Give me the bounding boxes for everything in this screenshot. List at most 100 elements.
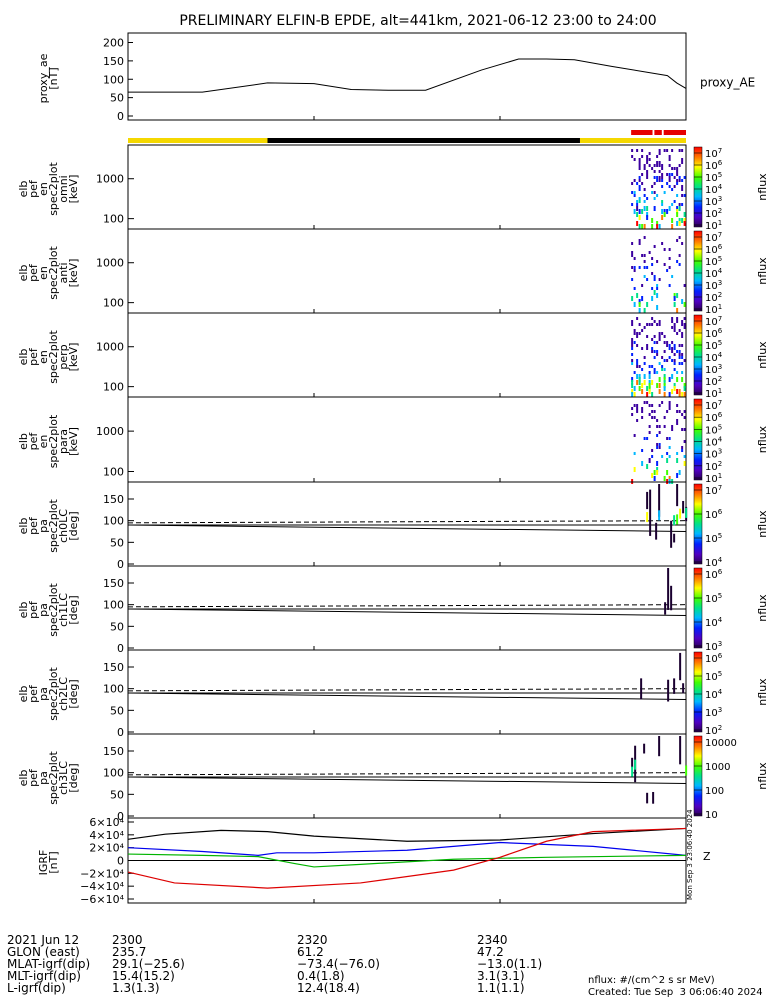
spectrogram-pixel: [681, 392, 684, 397]
colorbar-tick-label-2-exp: 4: [718, 616, 723, 624]
spectrogram-pixel: [651, 296, 654, 301]
colorbar-tick-label-2-exp: 4: [718, 688, 723, 696]
spectrogram-streak: [643, 743, 646, 754]
colorbar-tick-label-1: 106: [705, 159, 723, 172]
spectrogram-pixel: [656, 179, 659, 182]
spectrogram-pixel: [678, 236, 681, 239]
spectrogram-pixel: [634, 759, 637, 770]
spectrogram-pixel: [656, 353, 659, 356]
colorbar-label: nflux: [756, 510, 769, 538]
spectrogram-pixel: [653, 350, 656, 353]
colorbar-tick-label-3-exp: 4: [718, 436, 723, 444]
pitch-ytick-label-0: 0: [117, 810, 124, 823]
spectrogram-pixel: [658, 320, 661, 323]
spectrogram-pixel: [648, 458, 651, 463]
spectrogram-pixel: [658, 323, 661, 326]
spectrogram-pixel: [679, 508, 682, 519]
spectrogram-pixel: [641, 182, 644, 185]
ephemeris-row-name: GLON (east): [7, 945, 80, 959]
spectrogram-pixel: [668, 401, 671, 404]
panel-ylabel-line-1: pef: [27, 263, 40, 282]
spectrogram-pixel: [676, 317, 679, 320]
spectrogram-pixel: [631, 353, 634, 356]
spectrogram-pixel: [663, 212, 666, 217]
spectrogram-pixel: [668, 155, 671, 158]
spectrogram-pixel: [651, 287, 654, 290]
spectrogram-pixel: [666, 410, 669, 413]
spectrogram-pixel: [643, 224, 646, 229]
spectrogram-pixel: [678, 203, 681, 206]
spectrogram-pixel: [671, 275, 674, 278]
spectrogram-pixel: [653, 341, 656, 344]
colorbar-tick-label-2: 105: [705, 532, 722, 545]
spectrogram-pixel: [658, 404, 661, 407]
spectrogram-pixel: [646, 206, 649, 211]
spectrogram-pixel: [651, 224, 654, 229]
panel-ylabel-line-5: [deg]: [67, 511, 80, 540]
energy-ytick-label-0: 100: [103, 213, 124, 226]
spectrogram-pixel: [676, 308, 679, 313]
spectrogram-streak: [658, 484, 661, 517]
panel-ylabel-line-0: elb: [17, 686, 30, 703]
spectrogram-pixel: [638, 167, 641, 170]
colorbar-tick-label-2-exp: 5: [718, 171, 722, 179]
panel-frame: [127, 32, 687, 121]
colorbar-gradient: [693, 314, 703, 396]
colorbar-tick-label-1-exp: 6: [718, 508, 723, 516]
colorbar-tick-label-1-base: 10: [705, 413, 718, 424]
spectrogram-pixel: [646, 344, 649, 347]
igrf-bz-line: [127, 827, 687, 889]
panel-ylabel-line-4: omni: [57, 175, 70, 202]
colorbar-tick-label-2-exp: 5: [718, 255, 722, 263]
spectrogram-pixel: [668, 356, 671, 359]
pitch-ytick-label-0: 0: [117, 726, 124, 739]
colorbar-tick-label-0-base: 10: [705, 654, 718, 665]
spectrogram-pixel: [638, 224, 641, 229]
colorbar-tick-label-4-exp: 3: [718, 195, 722, 203]
spectrogram-pixel: [633, 266, 636, 269]
colorbar-gradient: [693, 230, 703, 312]
spectrogram-pixel: [683, 218, 686, 223]
colorbar-tick-label-2: 105: [705, 255, 722, 268]
spectrogram-pixel: [681, 218, 684, 223]
spectrogram-pixel: [658, 425, 661, 428]
spectrogram-streak: [667, 679, 670, 702]
panel-ylabel-line-3: spec2plot: [47, 751, 60, 805]
spectrogram-pixel: [683, 323, 686, 326]
spectrogram-pixel: [683, 326, 686, 329]
ephemeris-value: 1.1(1.1): [477, 981, 525, 995]
spectrogram-pixel: [648, 404, 651, 407]
panel-ylabel-line-4: ch3LC: [57, 761, 70, 795]
spectrogram-pixel: [661, 167, 664, 170]
colorbar-tick-label-0-base: 10: [705, 317, 718, 328]
colorbar-tick-label-0-exp: 7: [718, 484, 722, 492]
spectrogram-pixel: [683, 455, 686, 458]
spectrogram-pixel: [683, 410, 686, 413]
spectrogram-pixel: [683, 416, 686, 419]
spectrogram-en-para: [631, 401, 686, 484]
spectrogram-pixel: [658, 161, 661, 164]
spectrogram-pixel: [653, 371, 656, 374]
colorbar-tick-label-0-base: 10: [705, 233, 718, 244]
spectrogram-pixel: [656, 284, 659, 287]
spectrogram-pixel: [651, 167, 654, 170]
spectrogram-pixel: [638, 302, 641, 307]
spectrogram-pixel: [676, 404, 679, 407]
spectrogram-pixel: [678, 176, 681, 179]
spectrogram-pixel: [631, 377, 634, 382]
spectrogram-pixel: [633, 158, 636, 161]
spectrogram-pixel: [653, 290, 656, 295]
spectrogram-pixel: [631, 392, 634, 397]
spectrogram-pixel: [658, 278, 661, 281]
colorbar-tick-label-3-exp: 4: [718, 183, 723, 191]
spectrogram-pixel: [651, 191, 654, 194]
spectrogram-pixel: [633, 392, 636, 397]
orbit-bar-eclipse-1: [267, 138, 580, 143]
spectrogram-pixel: [681, 188, 684, 191]
spectrogram-pixel: [678, 353, 681, 356]
spectrogram-pixel: [643, 326, 646, 329]
spectrogram-pixel: [646, 347, 649, 350]
spectrogram-pixel: [643, 254, 646, 257]
colorbar-tick-label-5: 102: [705, 460, 722, 473]
colorbar-tick-label-3-base: 10: [705, 558, 718, 569]
